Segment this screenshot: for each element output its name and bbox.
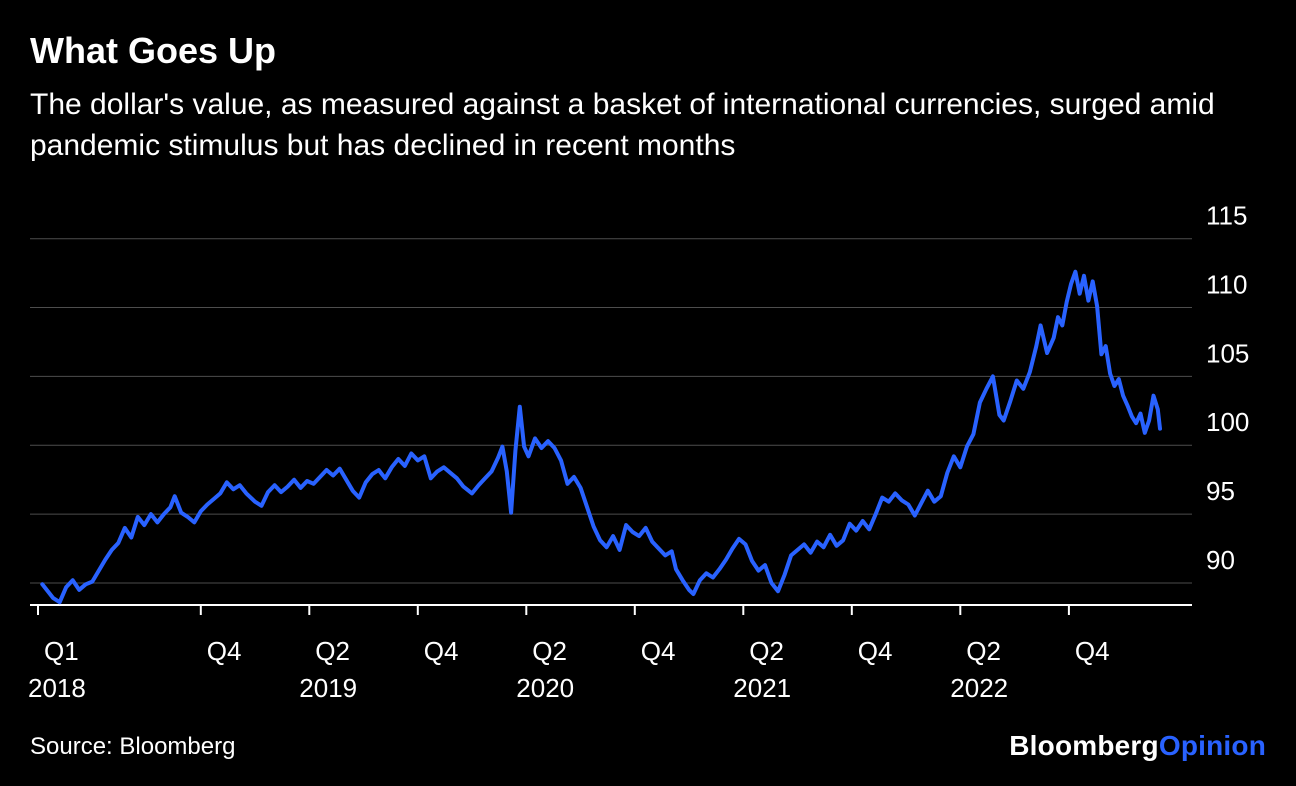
x-tick-quarter-label: Q1 xyxy=(44,636,79,666)
chart-subtitle: The dollar's value, as measured against … xyxy=(30,88,1215,163)
x-tick-year-label: 2021 xyxy=(733,673,791,703)
x-tick-quarter-label: Q2 xyxy=(966,636,1001,666)
dollar-index-line xyxy=(40,269,1162,605)
x-tick-quarter-label: Q2 xyxy=(532,636,567,666)
x-tick-quarter-label: Q4 xyxy=(858,636,893,666)
y-axis-labels: 90 95 100 105 110 115 xyxy=(1206,201,1249,575)
y-tick-label: 90 xyxy=(1206,545,1235,575)
bloomberg-opinion-logo: BloombergOpinion xyxy=(1009,730,1266,762)
source-label: Source: Bloomberg xyxy=(30,733,236,760)
x-tick-quarter-label: Q4 xyxy=(207,636,242,666)
x-tick-quarter-label: Q2 xyxy=(315,636,350,666)
x-tick-year-label: 2018 xyxy=(28,673,86,703)
x-tick-year-label: 2020 xyxy=(516,673,574,703)
y-tick-label: 115 xyxy=(1206,201,1247,231)
x-axis-labels: Q1 2018 Q4 Q2 2019 Q4 Q2 2020 Q4 Q2 2021 Q4 Q2 2022 Q4 xyxy=(28,605,1110,703)
x-tick-quarter-label: Q4 xyxy=(1075,636,1110,666)
y-tick-label: 110 xyxy=(1206,270,1247,300)
y-gridlines xyxy=(30,238,1192,584)
x-tick-quarter-label: Q4 xyxy=(641,636,676,666)
x-tick-quarter-label: Q2 xyxy=(749,636,784,666)
y-tick-label: 100 xyxy=(1206,407,1249,437)
x-tick-year-label: 2019 xyxy=(299,673,357,703)
y-tick-label: 95 xyxy=(1206,476,1235,506)
chart-title: What Goes Up xyxy=(30,30,277,71)
bloomberg-wordmark: Bloomberg xyxy=(1009,730,1159,761)
x-tick-quarter-label: Q4 xyxy=(424,636,459,666)
y-tick-label: 105 xyxy=(1206,338,1249,368)
x-tick-year-label: 2022 xyxy=(950,673,1008,703)
opinion-wordmark: Opinion xyxy=(1158,730,1266,761)
